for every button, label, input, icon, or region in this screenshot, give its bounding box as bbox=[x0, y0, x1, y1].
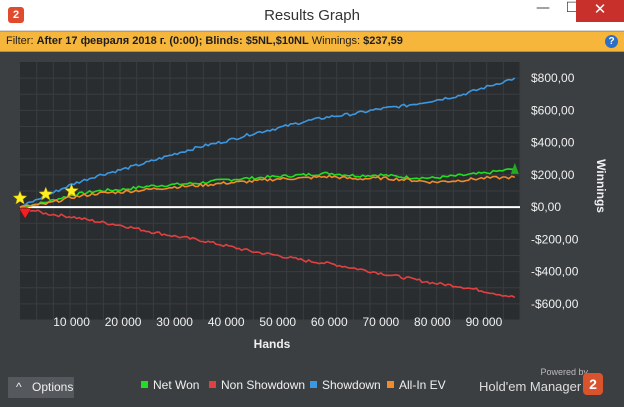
legend-net-won[interactable]: Net Won bbox=[141, 377, 199, 393]
y-tick-label: -$200,00 bbox=[531, 232, 579, 246]
legend-swatch bbox=[141, 381, 148, 389]
x-tick-label: 30 000 bbox=[156, 315, 193, 329]
brand-logo-icon: 2 bbox=[583, 373, 603, 395]
results-chart: 10 000 20 000 30 000 40 000 50 000 60 000 70 0… bbox=[12, 62, 608, 351]
x-tick-label: 40 000 bbox=[208, 315, 245, 329]
y-tick-label: $600,00 bbox=[531, 103, 575, 117]
filter-bar: Filter: After 17 февраля 2018 г. (0:00);… bbox=[0, 31, 624, 52]
series-line-all-in-ev bbox=[19, 174, 516, 208]
series-line-non-showdown bbox=[19, 206, 516, 299]
legend-label: All-In EV bbox=[399, 378, 446, 392]
event-markers bbox=[12, 162, 519, 220]
triangle-down-marker bbox=[18, 208, 32, 220]
x-tick-label: 20 000 bbox=[105, 315, 142, 329]
x-tick-label: 10 000 bbox=[53, 315, 90, 329]
maximize-button[interactable]: ☐ bbox=[565, 0, 579, 16]
winnings-value: $237,59 bbox=[363, 35, 403, 47]
y-tick-label: -$600,00 bbox=[531, 297, 579, 311]
series-line-showdown bbox=[19, 77, 516, 208]
brand-name: Hold'em Manager bbox=[479, 379, 582, 394]
y-tick-label: $0,00 bbox=[531, 200, 561, 214]
gridlines bbox=[20, 62, 521, 321]
winnings-label: Winnings: bbox=[311, 35, 361, 47]
y-tick-labels: $800,00 $600,00 $400,00 $200,00 $0,00 -$200,0… bbox=[531, 71, 579, 311]
star-marker bbox=[64, 183, 79, 198]
y-tick-label: $400,00 bbox=[531, 136, 575, 150]
legend-showdown[interactable]: Showdown bbox=[310, 377, 381, 393]
triangle-up-marker bbox=[510, 162, 519, 174]
x-tick-label: 80 000 bbox=[414, 315, 451, 329]
app-icon: 2 bbox=[8, 7, 24, 23]
y-axis-label: Winnings bbox=[594, 159, 608, 213]
filter-text: Filter: After 17 февраля 2018 г. (0:00);… bbox=[6, 32, 403, 51]
options-label: Options bbox=[32, 380, 74, 394]
legend-label: Showdown bbox=[322, 378, 381, 392]
legend-label: Non Showdown bbox=[221, 378, 306, 392]
x-tick-labels: 10 000 20 000 30 000 40 000 50 000 60 000 70 0… bbox=[53, 315, 502, 329]
y-tick-label: $800,00 bbox=[531, 71, 575, 85]
legend-all-in-ev[interactable]: All-In EV bbox=[387, 377, 446, 393]
filter-value: After 17 февраля 2018 г. (0:00); Blinds:… bbox=[36, 35, 309, 47]
minimize-button[interactable]: — bbox=[536, 0, 550, 16]
series-lines bbox=[19, 77, 516, 299]
bottom-bar: ^ Options Net Won Non Showdown Showdown … bbox=[0, 367, 624, 407]
x-tick-label: 90 000 bbox=[466, 315, 503, 329]
window-title: Results Graph bbox=[264, 7, 360, 24]
star-marker bbox=[38, 186, 54, 201]
title-bar[interactable]: 2 Results Graph — ☐ ✕ bbox=[0, 0, 624, 31]
x-tick-label: 70 000 bbox=[362, 315, 399, 329]
legend-label: Net Won bbox=[153, 378, 200, 392]
powered-by-text: Powered by bbox=[540, 367, 588, 377]
legend-non-showdown[interactable]: Non Showdown bbox=[209, 377, 305, 393]
x-tick-label: 50 000 bbox=[259, 315, 296, 329]
x-axis-label: Hands bbox=[254, 337, 291, 351]
star-marker bbox=[12, 190, 28, 205]
legend-swatch bbox=[310, 381, 317, 389]
y-tick-label: $200,00 bbox=[531, 168, 575, 182]
legend-swatch bbox=[387, 381, 394, 389]
options-button[interactable]: ^ Options bbox=[8, 377, 74, 398]
chevron-up-icon: ^ bbox=[16, 380, 22, 394]
x-tick-label: 60 000 bbox=[311, 315, 348, 329]
help-icon[interactable]: ? bbox=[605, 35, 618, 48]
close-button[interactable]: ✕ bbox=[576, 0, 624, 22]
y-tick-label: -$400,00 bbox=[531, 265, 579, 279]
legend-swatch bbox=[209, 381, 216, 389]
filter-label: Filter: bbox=[6, 35, 34, 47]
